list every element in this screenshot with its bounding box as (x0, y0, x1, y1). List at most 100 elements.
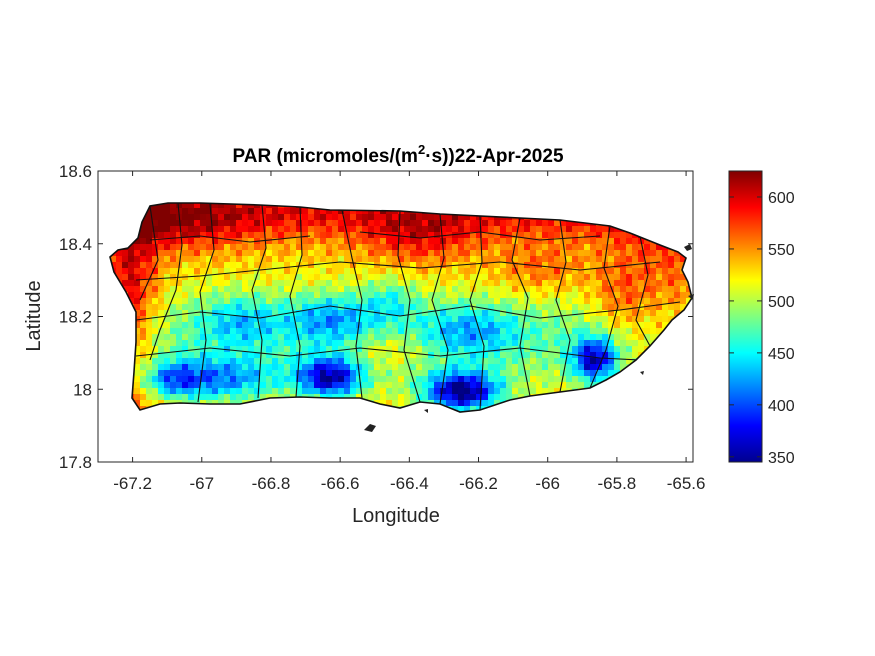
heatmap-cell (554, 244, 561, 251)
heatmap-cell (602, 298, 609, 305)
y-tick-label: 18.2 (59, 308, 92, 327)
heatmap-cell (464, 310, 471, 317)
heatmap-cell (668, 310, 675, 317)
heatmap-cell (284, 364, 291, 371)
heatmap-cell (290, 316, 297, 323)
heatmap-cell (566, 292, 573, 299)
heatmap-cell (254, 388, 261, 395)
heatmap-cell (212, 394, 219, 401)
heatmap-cell (296, 268, 303, 275)
heatmap-cell (224, 214, 231, 221)
heatmap-cell (560, 292, 567, 299)
heatmap-cell (434, 292, 441, 299)
heatmap-cell (662, 262, 669, 269)
heatmap-cell (458, 238, 465, 245)
heatmap-cell (464, 256, 471, 263)
heatmap-cell (326, 304, 333, 311)
heatmap-cell (482, 394, 489, 401)
heatmap-cell (494, 322, 501, 329)
heatmap-cell (284, 244, 291, 251)
heatmap-cell (218, 268, 225, 275)
heatmap-cell (638, 328, 645, 335)
heatmap-cell (392, 298, 399, 305)
heatmap-cell (170, 262, 177, 269)
heatmap-cell (236, 352, 243, 359)
heatmap-cell (548, 256, 555, 263)
heatmap-cell (176, 376, 183, 383)
heatmap-cell (650, 244, 657, 251)
heatmap-cell (404, 340, 411, 347)
heatmap-cell (482, 400, 489, 407)
heatmap-cell (530, 334, 537, 341)
heatmap-cell (554, 304, 561, 311)
heatmap-cell (404, 298, 411, 305)
heatmap-cell (200, 322, 207, 329)
heatmap-cell (164, 334, 171, 341)
heatmap-cell (446, 346, 453, 353)
heatmap-cell (272, 298, 279, 305)
heatmap-cell (164, 370, 171, 377)
heatmap-cell (236, 292, 243, 299)
heatmap-cell (494, 298, 501, 305)
heatmap-cell (680, 286, 687, 293)
heatmap-cell (170, 244, 177, 251)
heatmap-cell (422, 316, 429, 323)
heatmap-cell (230, 250, 237, 257)
heatmap-cell (512, 244, 519, 251)
heatmap-cell (476, 406, 483, 412)
heatmap-cell (464, 274, 471, 281)
heatmap-cell (602, 370, 609, 377)
heatmap-cell (344, 304, 351, 311)
heatmap-cell (338, 286, 345, 293)
heatmap-cell (518, 370, 525, 377)
heatmap-cell (374, 358, 381, 365)
heatmap-cell (578, 316, 585, 323)
heatmap-cell (188, 370, 195, 377)
heatmap-cell (554, 364, 561, 371)
heatmap-cell (314, 226, 321, 233)
heatmap-cell (500, 334, 507, 341)
heatmap-cell (194, 238, 201, 245)
heatmap-cell (632, 346, 639, 353)
heatmap-cell (644, 310, 651, 317)
heatmap-cell (140, 340, 147, 347)
heatmap-cell (572, 310, 579, 317)
heatmap-cell (152, 388, 159, 395)
heatmap-cell (206, 208, 213, 215)
heatmap-cell (476, 334, 483, 341)
heatmap-cell (386, 280, 393, 287)
heatmap-cell (410, 262, 417, 269)
heatmap-cell (434, 340, 441, 347)
heatmap-cell (614, 292, 621, 299)
heatmap-cell (494, 364, 501, 371)
heatmap-cell (230, 376, 237, 383)
heatmap-cell (278, 226, 285, 233)
heatmap-cell (602, 328, 609, 335)
heatmap-cell (164, 274, 171, 281)
heatmap-cell (218, 280, 225, 287)
heatmap-cell (260, 382, 267, 389)
heatmap-cell (326, 340, 333, 347)
heatmap-cell (266, 226, 273, 233)
heatmap-cell (674, 286, 681, 293)
heatmap-cell (464, 250, 471, 257)
heatmap-cell (242, 358, 249, 365)
heatmap-cell (524, 286, 531, 293)
heatmap-cell (266, 274, 273, 281)
heatmap-cell (326, 370, 333, 377)
colorbar (728, 170, 763, 463)
heatmap-cell (212, 226, 219, 233)
heatmap-cell (356, 304, 363, 311)
heatmap-cell (518, 298, 525, 305)
municipality-border (359, 231, 601, 241)
heatmap-cell (626, 346, 633, 353)
heatmap-cell (158, 280, 165, 287)
heatmap-cell (428, 244, 435, 251)
heatmap-cell (266, 382, 273, 389)
heatmap-cell (224, 292, 231, 299)
heatmap-cell (488, 388, 495, 395)
heatmap-cell (530, 328, 537, 335)
heatmap-cell (494, 340, 501, 347)
heatmap-cell (476, 280, 483, 287)
heatmap-cell (416, 358, 423, 365)
